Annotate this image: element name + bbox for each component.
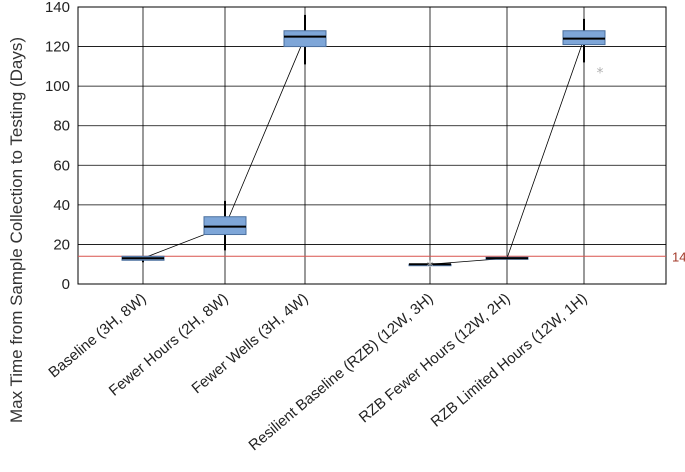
box-layer: **	[121, 14, 606, 275]
box-4	[485, 256, 529, 260]
box-2	[283, 14, 327, 65]
threshold-label: 14	[672, 249, 685, 264]
box-0	[121, 255, 165, 263]
plot-frame	[77, 6, 667, 285]
category-label-5: RZB Limited Hours (12W, 1H)	[428, 290, 591, 431]
y-tick-label-5: 100	[45, 78, 70, 95]
y-tick-labels: 0 20 40 60 80 100 120 140	[45, 0, 70, 293]
box-5: *	[562, 18, 606, 81]
box-1	[203, 200, 247, 251]
y-tick-label-6: 120	[45, 39, 70, 56]
y-tick-label-4: 80	[53, 118, 70, 135]
box-body-2	[283, 30, 327, 48]
grid-layer	[77, 6, 667, 285]
y-axis-title: Max Time from Sample Collection to Testi…	[7, 37, 26, 423]
y-tick-label-0: 0	[62, 276, 70, 293]
y-tick-label-2: 40	[53, 197, 70, 214]
outlier-5-0: *	[597, 65, 604, 81]
category-label-4: RZB Fewer Hours (12W, 2H)	[356, 290, 514, 426]
y-tick-label-1: 20	[53, 236, 70, 253]
y-tick-label-7: 140	[45, 0, 70, 16]
outlier-3-0: *	[427, 259, 434, 275]
reference-line-layer: 14	[78, 249, 685, 264]
box-3: *	[408, 259, 452, 275]
y-tick-label-3: 60	[53, 157, 70, 174]
x-category-labels: Baseline (3H, 8W)Fewer Hours (2H, 8W)Few…	[45, 290, 590, 454]
